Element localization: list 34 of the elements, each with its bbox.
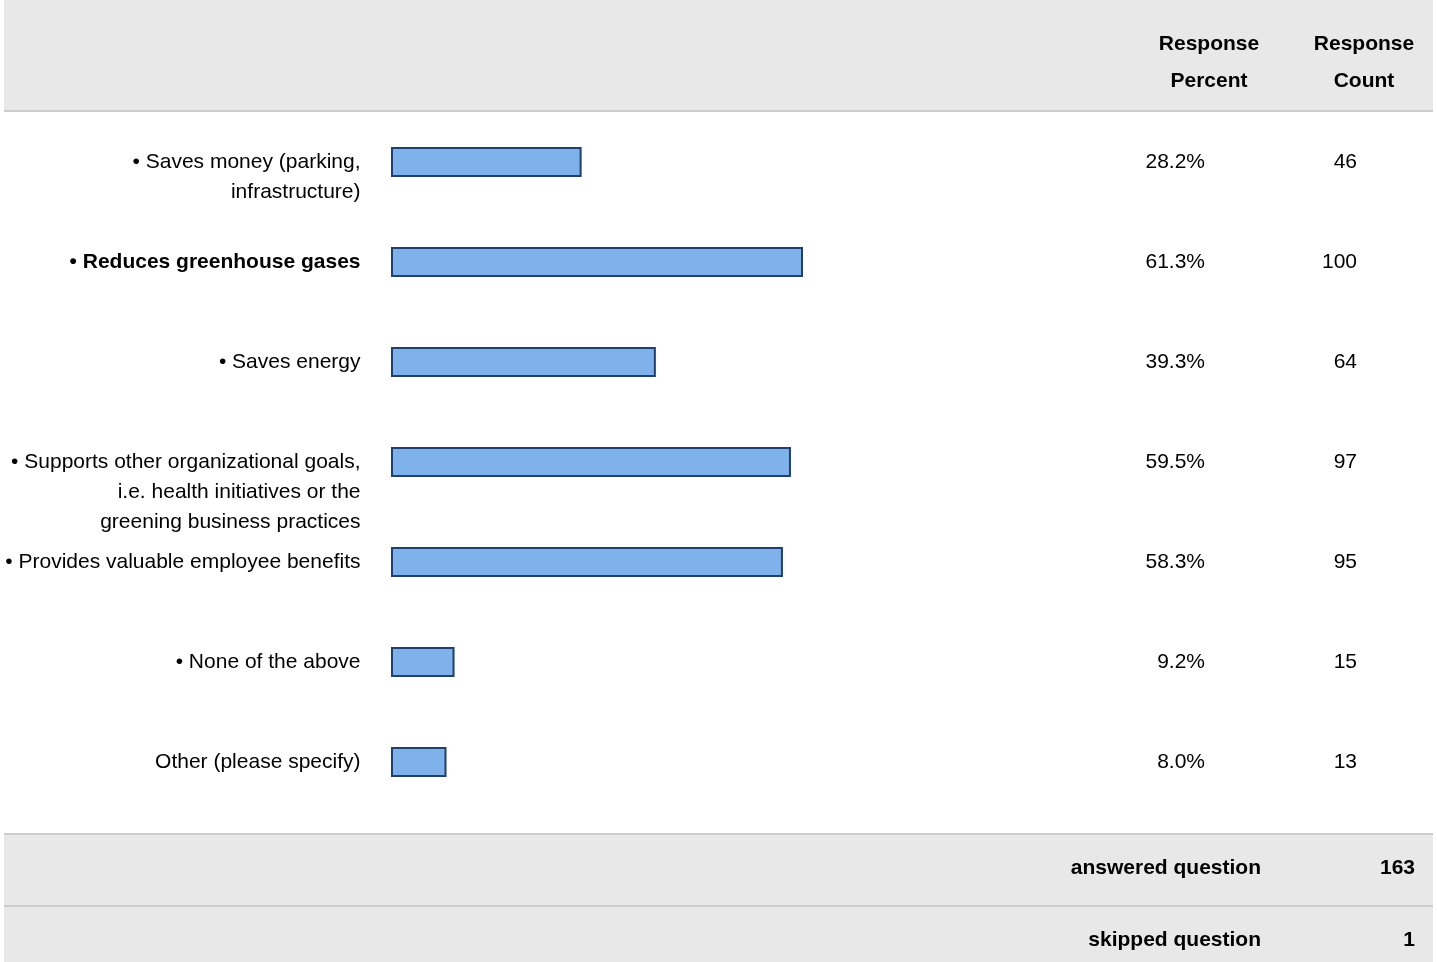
bar xyxy=(391,747,447,777)
text: 97 xyxy=(1333,449,1357,472)
text: Response Percent xyxy=(1157,30,1261,93)
data-label: 8.0% xyxy=(1157,749,1205,772)
data-label: 39.3% xyxy=(1145,349,1205,372)
data-label: 58.3% xyxy=(1145,549,1205,572)
text: 100 xyxy=(1321,249,1357,272)
text: 163 xyxy=(1379,855,1415,879)
text: answered question xyxy=(1070,855,1261,879)
data-label: 28.2% xyxy=(1145,149,1205,172)
y-tick-label: • Provides valuable employee benefits xyxy=(5,549,361,572)
bar xyxy=(391,447,791,477)
y-tick-label: • None of the above xyxy=(175,649,361,672)
y-tick-label: • Saves energy xyxy=(218,349,361,372)
text: 15 xyxy=(1333,649,1357,672)
text: skipped question xyxy=(1088,927,1261,951)
y-tick-label: • Reduces greenhouse gases xyxy=(69,249,361,272)
y-tick-label: • Saves money (parking, infrastructure) xyxy=(132,149,361,202)
text: 13 xyxy=(1333,749,1357,772)
text: 95 xyxy=(1333,549,1357,572)
bar xyxy=(391,147,582,177)
text: 1 xyxy=(1403,927,1415,951)
bar xyxy=(391,247,803,277)
data-label: 9.2% xyxy=(1157,649,1205,672)
bar xyxy=(391,347,656,377)
text: 64 xyxy=(1333,349,1358,372)
y-tick-label: Other (please specify) xyxy=(155,749,361,772)
y-tick-label: • Supports other organizational goals, i.e. health initiatives or the greening business practices xyxy=(11,449,361,532)
bar xyxy=(391,647,455,677)
text: 46 xyxy=(1333,149,1357,172)
bar xyxy=(391,547,783,577)
text: Response Count xyxy=(1312,30,1416,93)
data-label: 59.5% xyxy=(1145,449,1205,472)
data-label: 61.3% xyxy=(1145,249,1205,272)
